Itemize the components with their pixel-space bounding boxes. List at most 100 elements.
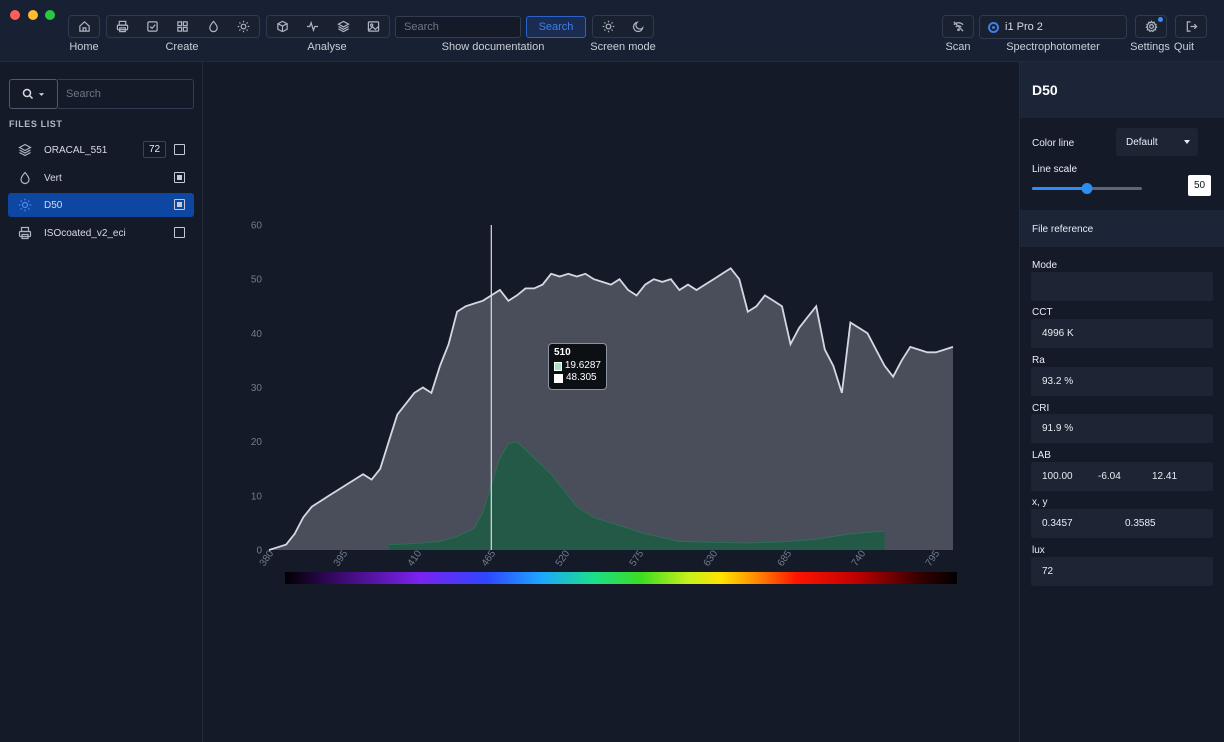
drop-button[interactable] [202, 17, 224, 37]
home-button[interactable] [73, 17, 95, 37]
image-icon [368, 21, 380, 32]
file-name: Vert [44, 172, 62, 184]
spectrum-button[interactable] [302, 17, 324, 37]
tooltip-value: 19.6287 [564, 360, 601, 371]
x-tick-label: 685 [776, 548, 795, 568]
y-tick-label: 50 [251, 275, 263, 286]
dark-mode-button[interactable] [627, 17, 649, 37]
quit-button[interactable] [1180, 17, 1202, 37]
color-line-value: Default [1126, 136, 1158, 148]
tooltip-swatch [554, 361, 562, 371]
ra-value: 93.2 % [1042, 376, 1074, 387]
xy-field: 0.3457 0.3585 [1031, 509, 1213, 538]
file-visibility-checkbox[interactable] [174, 144, 185, 155]
spectrum-chart[interactable]: 0 10 20 30 40 50 60 380 395 410 465 520 575 630 685 740… [204, 62, 1018, 742]
spectrophotometer-selector[interactable]: i1 Pro 2 [979, 15, 1127, 39]
sun-icon [602, 20, 614, 33]
file-visibility-checkbox[interactable] [174, 199, 185, 210]
window-close-button[interactable] [10, 10, 20, 20]
spectrum-area-main [269, 268, 953, 550]
y-tick-label: 0 [256, 546, 262, 557]
layers-icon [18, 143, 32, 157]
cri-value: 91.9 % [1042, 423, 1074, 434]
spectrophotometer-label: Spectrophotometer [1006, 41, 1100, 53]
layers-icon [336, 20, 350, 33]
home-group [68, 15, 100, 38]
create-group [106, 15, 260, 38]
mode-field [1031, 272, 1213, 301]
color-line-select[interactable]: Default [1116, 128, 1198, 156]
cct-value: 4996 K [1042, 328, 1074, 339]
properties-panel: D50 Color line Default Line scale 50 Fil… [1019, 62, 1224, 742]
print-button[interactable] [111, 17, 133, 37]
slider-thumb[interactable] [1081, 183, 1093, 194]
moon-icon [632, 21, 644, 33]
scan-off-icon [952, 21, 964, 32]
file-row-vert[interactable]: Vert [8, 166, 194, 190]
file-row-d50[interactable]: D50 [8, 193, 194, 217]
xy-label: x, y [1032, 497, 1048, 508]
create-label: Create [165, 41, 199, 53]
search-icon [22, 88, 34, 100]
file-visibility-checkbox[interactable] [174, 172, 185, 183]
documentation-search-input[interactable] [395, 16, 521, 38]
lab-a-value: -6.04 [1098, 471, 1121, 482]
file-visibility-checkbox[interactable] [174, 227, 185, 238]
search-button[interactable]: Search [526, 16, 586, 38]
slider-fill [1032, 187, 1087, 190]
image-button[interactable] [363, 17, 385, 37]
top-toolbar: Home Create Analyse [0, 0, 1224, 62]
grid-icon [177, 21, 189, 32]
files-search-input[interactable] [58, 79, 194, 109]
show-documentation-label: Show documentation [441, 41, 545, 53]
home-label: Home [69, 41, 99, 53]
y-tick-label: 10 [251, 491, 263, 502]
y-value: 0.3585 [1125, 518, 1156, 529]
y-tick-label: 20 [251, 437, 263, 448]
mode-label: Mode [1032, 260, 1058, 271]
file-row-oracal[interactable]: ORACAL_551 72 [8, 138, 194, 162]
search-filter-dropdown[interactable] [9, 79, 58, 109]
light-mode-button[interactable] [597, 17, 619, 37]
settings-button[interactable] [1140, 17, 1162, 37]
cct-label: CCT [1032, 307, 1053, 318]
color-line-label: Color line [1032, 138, 1075, 149]
x-tick-label: 520 [554, 548, 573, 568]
y-tick-label: 30 [251, 383, 263, 394]
quit-group [1175, 15, 1207, 38]
drop-icon [209, 20, 218, 33]
sun-icon [18, 198, 32, 212]
lab-label: LAB [1032, 450, 1051, 461]
file-row-isocoated[interactable]: ISOcoated_v2_eci [8, 221, 194, 245]
line-scale-value[interactable]: 50 [1188, 175, 1211, 196]
window-minimize-button[interactable] [28, 10, 38, 20]
line-scale-label: Line scale [1032, 164, 1078, 175]
screen-mode-group [592, 15, 654, 38]
tooltip-row: 19.6287 [554, 360, 601, 372]
scan-button[interactable] [947, 17, 969, 37]
y-tick-label: 40 [251, 329, 263, 340]
drop-icon [18, 171, 32, 185]
chevron-down-icon [1184, 140, 1190, 144]
lab-l-value: 100.00 [1042, 471, 1073, 482]
x-tick-label: 630 [702, 548, 721, 568]
analyse-group [266, 15, 390, 38]
line-scale-slider[interactable] [1032, 183, 1142, 194]
grid-button[interactable] [172, 17, 194, 37]
panel-header: D50 [1020, 62, 1224, 118]
file-reference-title: File reference [1032, 224, 1094, 235]
light-button[interactable] [233, 17, 255, 37]
color-space-button[interactable] [271, 17, 293, 37]
checklist-button[interactable] [142, 17, 164, 37]
window-zoom-button[interactable] [45, 10, 55, 20]
cct-field: 4996 K [1031, 319, 1213, 348]
layers-button[interactable] [332, 17, 354, 37]
file-name: ORACAL_551 [44, 144, 108, 156]
y-tick-label: 60 [251, 221, 263, 232]
chevron-down-icon [38, 92, 45, 96]
x-tick-label: 795 [924, 548, 943, 568]
files-sidebar: FILES LIST ORACAL_551 72 Vert D50 ISOcoa… [0, 62, 203, 742]
settings-notification-dot [1158, 17, 1163, 22]
tooltip-value: 48.305 [566, 372, 597, 383]
lab-b-value: 12.41 [1152, 471, 1178, 482]
